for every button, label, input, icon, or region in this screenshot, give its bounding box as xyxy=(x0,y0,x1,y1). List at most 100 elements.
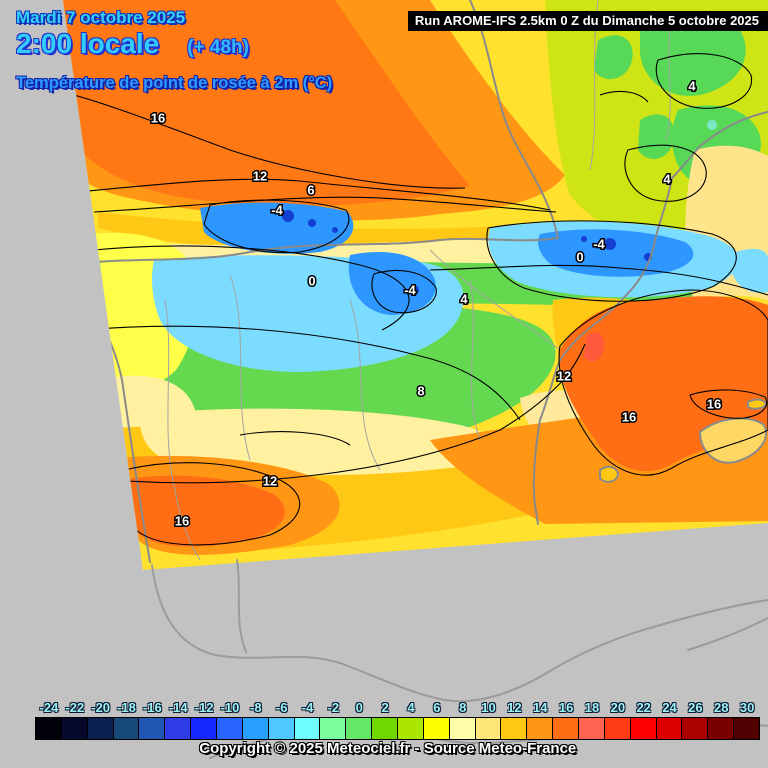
local-time-label: 2:00 locale xyxy=(16,28,160,59)
region-dark-blue-speck-7 xyxy=(581,236,587,242)
colorbar-swatch xyxy=(60,717,88,740)
colorbar-tick-label: 4 xyxy=(407,700,415,715)
colorbar-tick-label: -24 xyxy=(39,700,59,715)
colorbar-cell: 30 xyxy=(733,700,761,740)
colorbar-tick-label: 18 xyxy=(584,700,600,715)
colorbar-swatch xyxy=(733,717,761,740)
region-france-green-3 xyxy=(594,35,633,80)
contour-label: 12 xyxy=(557,368,571,383)
colorbar-cell: -4 xyxy=(293,700,321,740)
forecast-offset-label: (+ 48h) xyxy=(187,37,249,58)
colorbar: -24 -22 -20 -18 -16 -14 -12 -10 -8 -6 -4 -2 0 2 4 6 8 10 1… xyxy=(35,700,761,740)
colorbar-swatch xyxy=(138,717,166,740)
colorbar-tick-label: 8 xyxy=(459,700,467,715)
contour-label: 16 xyxy=(622,409,636,424)
colorbar-cell: -18 xyxy=(112,700,140,740)
colorbar-cell: 8 xyxy=(448,700,476,740)
colorbar-swatch xyxy=(371,717,399,740)
date-label: Mardi 7 octobre 2025 xyxy=(16,8,186,27)
colorbar-cell: 28 xyxy=(707,700,735,740)
colorbar-cell: 24 xyxy=(655,700,683,740)
colorbar-cell: 10 xyxy=(474,700,502,740)
contour-label: -4 xyxy=(593,236,605,251)
colorbar-cell: 6 xyxy=(422,700,450,740)
colorbar-tick-label: 20 xyxy=(610,700,626,715)
colorbar-tick-label: -10 xyxy=(220,700,240,715)
contour-label: -4 xyxy=(271,202,283,217)
colorbar-cell: 18 xyxy=(578,700,605,740)
contour-label: 6 xyxy=(307,182,314,197)
colorbar-cell: 12 xyxy=(500,700,528,740)
colorbar-tick-label: 10 xyxy=(481,700,496,715)
colorbar-tick-label: -2 xyxy=(327,700,340,715)
colorbar-cell: 2 xyxy=(371,700,399,740)
region-cold-blue-west xyxy=(200,202,354,254)
colorbar-cell: -2 xyxy=(319,700,347,740)
colorbar-swatch xyxy=(397,717,424,740)
colorbar-tick-label: 0 xyxy=(355,700,363,715)
region-sw-dark-orange xyxy=(120,475,285,547)
colorbar-cell: -6 xyxy=(267,700,295,740)
region-dark-blue-speck-5 xyxy=(604,238,616,250)
colorbar-cell: -14 xyxy=(164,700,192,740)
contour-label: 16 xyxy=(175,513,189,528)
colorbar-cell: -22 xyxy=(60,700,88,740)
contour-label: 4 xyxy=(663,171,671,186)
colorbar-swatch xyxy=(526,717,554,740)
colorbar-tick-label: -22 xyxy=(65,700,85,715)
contour-label: 8 xyxy=(417,383,424,398)
colorbar-cell: -12 xyxy=(190,700,218,740)
colorbar-cell: -24 xyxy=(35,700,62,740)
colorbar-swatch xyxy=(86,717,114,740)
colorbar-tick-label: 2 xyxy=(381,700,389,715)
colorbar-cell: -10 xyxy=(216,700,243,740)
contour-label: 0 xyxy=(576,249,583,264)
colorbar-swatch xyxy=(190,717,218,740)
colorbar-swatch xyxy=(552,717,580,740)
colorbar-tick-label: -6 xyxy=(275,700,288,715)
colorbar-swatch xyxy=(500,717,528,740)
colorbar-swatch xyxy=(319,717,347,740)
colorbar-swatch xyxy=(422,717,450,740)
colorbar-tick-label: 24 xyxy=(662,700,677,715)
colorbar-swatch xyxy=(578,717,605,740)
colorbar-cell: -8 xyxy=(241,700,269,740)
colorbar-cell: 4 xyxy=(397,700,424,740)
colorbar-tick-label: -16 xyxy=(142,700,162,715)
colorbar-cell: 20 xyxy=(603,700,631,740)
colorbar-tick-label: -12 xyxy=(194,700,214,715)
region-dark-blue-speck-3 xyxy=(332,227,338,233)
colorbar-tick-label: 16 xyxy=(558,700,574,715)
island-mallorca xyxy=(698,417,767,464)
colorbar-cell: 16 xyxy=(552,700,580,740)
colorbar-swatch xyxy=(345,717,373,740)
colorbar-swatch xyxy=(216,717,243,740)
colorbar-cell: 14 xyxy=(526,700,554,740)
island-menorca xyxy=(747,398,768,410)
colorbar-tick-label: 14 xyxy=(533,700,548,715)
colorbar-swatch xyxy=(707,717,735,740)
colorbar-tick-label: -14 xyxy=(168,700,188,715)
region-dark-orange-nw xyxy=(63,0,470,206)
contour-label: 4 xyxy=(460,291,468,306)
colorbar-tick-label: 22 xyxy=(636,700,651,715)
colorbar-cell: -16 xyxy=(138,700,166,740)
colorbar-swatch xyxy=(241,717,269,740)
copyright-label: Copyright © 2025 Meteociel.fr - Source M… xyxy=(199,740,577,757)
region-dark-blue-speck-4 xyxy=(409,285,419,295)
colorbar-tick-label: -20 xyxy=(91,700,111,715)
colorbar-swatch xyxy=(629,717,657,740)
contour-label: -4 xyxy=(404,282,416,297)
region-cyan-speck-1 xyxy=(707,120,717,130)
contour-label: 12 xyxy=(253,168,267,183)
colorbar-swatch xyxy=(474,717,502,740)
colorbar-tick-label: 6 xyxy=(433,700,441,715)
colorbar-cell: 22 xyxy=(629,700,657,740)
colorbar-swatch xyxy=(448,717,476,740)
contour-label: 16 xyxy=(707,396,721,411)
colorbar-tick-label: -8 xyxy=(250,700,262,715)
colorbar-tick-label: -18 xyxy=(117,700,136,715)
colorbar-swatch xyxy=(267,717,295,740)
